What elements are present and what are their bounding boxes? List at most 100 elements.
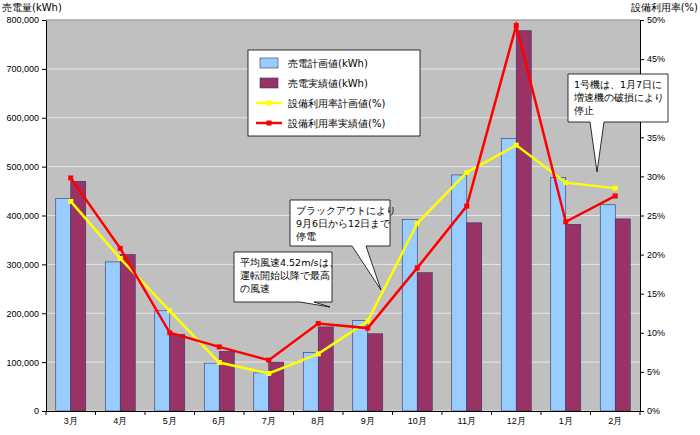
tick: 5月 xyxy=(163,411,177,426)
marker xyxy=(514,143,519,148)
marks xyxy=(56,23,631,411)
category-separator xyxy=(194,411,195,415)
annotation: 1号機は、1月7日に増速機の破損により停止 xyxy=(568,74,668,172)
category-separator xyxy=(145,411,146,415)
tick-label: 30% xyxy=(647,172,665,182)
tick-label: 200,000 xyxy=(6,309,39,319)
plot-frame xyxy=(46,20,640,21)
tick: 700,000 xyxy=(6,64,46,74)
tick-label: 100,000 xyxy=(6,358,39,368)
marker xyxy=(563,180,568,185)
tick: 35% xyxy=(640,133,665,143)
marker xyxy=(365,326,370,331)
grid xyxy=(46,20,640,411)
marker xyxy=(365,319,370,324)
tick-mark xyxy=(42,167,46,168)
marker xyxy=(68,199,73,204)
legend-box xyxy=(248,50,420,136)
bar xyxy=(353,321,368,411)
bar xyxy=(318,327,333,411)
tick: 9月 xyxy=(361,411,375,426)
tick: 1月 xyxy=(559,411,573,426)
marker xyxy=(316,321,321,326)
marker xyxy=(613,186,618,191)
marker xyxy=(464,170,469,175)
tick: 400,000 xyxy=(6,211,46,221)
marker xyxy=(217,360,222,365)
tick: 2月 xyxy=(608,411,622,426)
legend: 売電計画値(kWh)売電実績値(kWh)設備利用率計画値(%)設備利用率実績値(… xyxy=(248,50,420,136)
marker xyxy=(118,246,123,251)
bar xyxy=(303,352,318,411)
annotation-line: ブラックアウトにより xyxy=(296,205,396,216)
marker xyxy=(464,204,469,209)
legend-label: 売電計画値(kWh) xyxy=(288,58,368,69)
tick: 10% xyxy=(640,328,665,338)
callout xyxy=(568,74,668,172)
axis: 3月4月5月6月7月8月9月10月11月12月1月2月 xyxy=(46,411,641,426)
tick-label: 10月 xyxy=(408,416,427,426)
category-separator xyxy=(244,411,245,415)
tick-label: 7月 xyxy=(262,416,276,426)
legend-marker xyxy=(267,121,272,126)
bar xyxy=(467,223,482,411)
tick-mark xyxy=(640,411,644,412)
tick: 6月 xyxy=(212,411,226,426)
tick-mark xyxy=(42,313,46,314)
tick: 0 xyxy=(34,406,46,416)
tick: 100,000 xyxy=(6,358,46,368)
tick: 11月 xyxy=(458,411,476,426)
chart: 0100,000200,000300,000400,000500,000600,… xyxy=(0,0,700,435)
legend-marker xyxy=(267,101,272,106)
tick-label: 6月 xyxy=(212,416,226,426)
line xyxy=(71,145,616,373)
tick: 4月 xyxy=(113,411,127,426)
tick-mark xyxy=(640,333,644,334)
tick-mark xyxy=(640,255,644,256)
tick-mark xyxy=(42,69,46,70)
bar xyxy=(120,255,135,411)
annotation-text: ブラックアウトにより 9月6日から12日まで停電 xyxy=(296,205,396,242)
bar xyxy=(501,138,516,411)
axis-title: 設備利用率(%) xyxy=(631,2,698,13)
tick: 10月 xyxy=(408,411,427,426)
category-separator xyxy=(343,411,344,415)
bar xyxy=(600,205,615,411)
bar xyxy=(56,198,71,411)
tick-mark xyxy=(42,216,46,217)
bar xyxy=(566,224,581,411)
marker xyxy=(266,358,271,363)
annotation: 平均風速4.52m/sは、運転開始以降で最高の風速 xyxy=(234,252,339,307)
category-separator xyxy=(590,411,591,415)
bar xyxy=(254,373,269,411)
tick-label: 12月 xyxy=(507,416,526,426)
tick-label: 800,000 xyxy=(6,15,39,25)
annotation-line: の風速 xyxy=(240,283,270,294)
tick-mark xyxy=(640,20,644,21)
tick: 15% xyxy=(640,289,665,299)
tick-mark xyxy=(640,216,644,217)
tick-label: 0 xyxy=(34,406,39,416)
tick-label: 15% xyxy=(647,289,665,299)
tick-label: 11月 xyxy=(458,416,476,426)
category-separator xyxy=(442,411,443,415)
category-separator xyxy=(541,411,542,415)
bar xyxy=(155,311,170,411)
tick: 0% xyxy=(640,406,660,416)
marker xyxy=(613,193,618,198)
tick-label: 20% xyxy=(647,250,665,260)
category-separator xyxy=(95,411,96,415)
line-series xyxy=(68,143,618,376)
tick-label: 300,000 xyxy=(6,260,39,270)
tick-label: 400,000 xyxy=(6,211,39,221)
tick: 300,000 xyxy=(6,260,46,270)
tick: 20% xyxy=(640,250,665,260)
tick: 600,000 xyxy=(6,113,46,123)
tick: 3月 xyxy=(64,411,78,426)
annotation-line: 停電 xyxy=(296,231,316,242)
tick-label: 50% xyxy=(647,15,665,25)
annotation-line: 9月6日から12日まで xyxy=(296,218,391,229)
tick-mark xyxy=(42,362,46,363)
tick: 25% xyxy=(640,211,665,221)
line xyxy=(71,25,616,360)
